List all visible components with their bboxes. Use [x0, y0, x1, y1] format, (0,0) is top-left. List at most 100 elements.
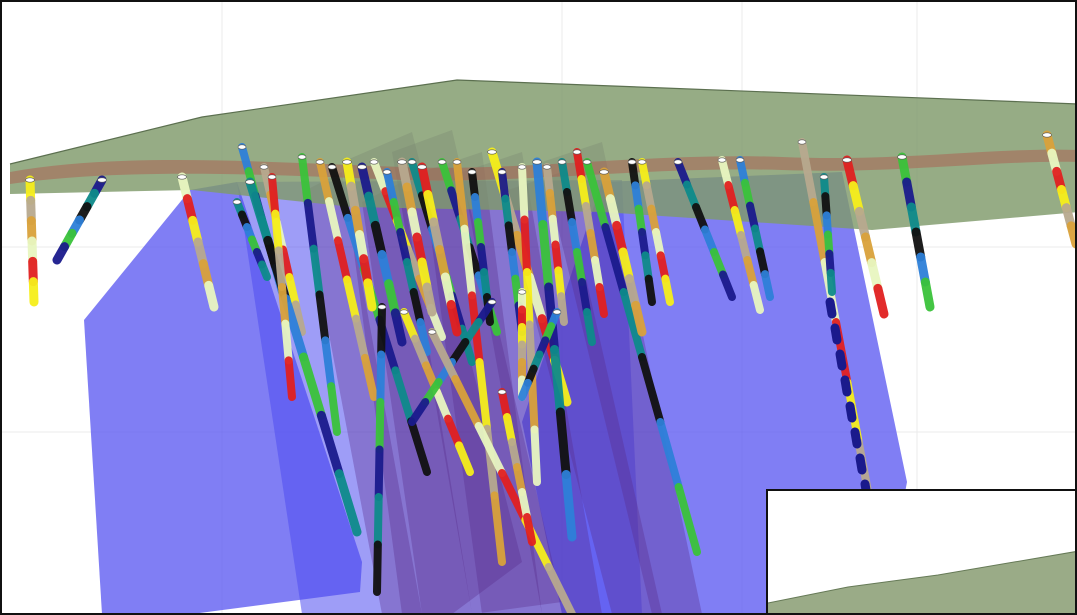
- drillhole-segment[interactable]: [855, 453, 867, 475]
- drillhole-segment[interactable]: [409, 288, 425, 326]
- drillhole-segment[interactable]: [749, 281, 764, 314]
- drillhole-segment[interactable]: [404, 245, 424, 283]
- drillhole-segment[interactable]: [352, 314, 369, 362]
- drillhole-collar[interactable]: [177, 174, 187, 180]
- drillhole-segment[interactable]: [429, 217, 444, 254]
- drillhole-segment[interactable]: [674, 483, 701, 556]
- drillhole-segment[interactable]: [554, 266, 566, 301]
- drillhole-segment[interactable]: [408, 398, 430, 426]
- drillhole-segment[interactable]: [204, 280, 219, 312]
- drillhole-collar[interactable]: [369, 159, 379, 165]
- drillhole-segment[interactable]: [498, 168, 510, 203]
- drillhole-segment[interactable]: [438, 158, 456, 195]
- drillhole-collar[interactable]: [552, 309, 562, 315]
- drillhole-collar[interactable]: [407, 159, 417, 165]
- drillhole-segment[interactable]: [826, 268, 836, 296]
- drillhole-segment[interactable]: [583, 308, 596, 346]
- drillhole-segment[interactable]: [530, 425, 541, 486]
- drillhole-collar[interactable]: [627, 159, 637, 165]
- drillhole-segment[interactable]: [601, 223, 628, 296]
- drillhole-segment[interactable]: [281, 294, 308, 362]
- drillhole-collar[interactable]: [517, 289, 527, 295]
- drillhole-segment[interactable]: [701, 225, 718, 256]
- drillhole-segment[interactable]: [578, 278, 591, 316]
- drillhole-segment[interactable]: [396, 228, 411, 266]
- drillhole-segment[interactable]: [835, 349, 847, 371]
- drillhole-segment[interactable]: [612, 220, 628, 257]
- drillhole-collar[interactable]: [377, 304, 387, 310]
- drillhole-segment[interactable]: [400, 308, 419, 343]
- drillhole-segment[interactable]: [644, 274, 656, 306]
- drillhole-segment[interactable]: [1066, 221, 1076, 249]
- drillhole-collar[interactable]: [842, 157, 852, 163]
- drillhole-segment[interactable]: [523, 513, 536, 546]
- drillhole-collar[interactable]: [497, 169, 507, 175]
- drillhole-segment[interactable]: [433, 388, 452, 423]
- drillhole-segment[interactable]: [551, 240, 563, 275]
- drillhole-segment[interactable]: [343, 275, 360, 323]
- drillhole-segment[interactable]: [238, 143, 253, 176]
- drillhole-segment[interactable]: [477, 243, 488, 276]
- drillhole-segment[interactable]: [631, 300, 647, 337]
- drillhole-segment[interactable]: [583, 158, 610, 231]
- drillhole-segment[interactable]: [595, 283, 608, 318]
- drillhole-segment[interactable]: [724, 181, 739, 214]
- drillhole-collar[interactable]: [637, 159, 647, 165]
- drillhole-segment[interactable]: [363, 278, 377, 312]
- drillhole-segment[interactable]: [428, 328, 460, 383]
- drillhole-segment[interactable]: [558, 158, 571, 196]
- drillhole-segment[interactable]: [274, 246, 286, 291]
- drillhole-segment[interactable]: [518, 163, 529, 224]
- drillhole-segment[interactable]: [271, 209, 283, 255]
- drillhole-segment[interactable]: [557, 292, 568, 326]
- drillhole-segment[interactable]: [309, 244, 324, 299]
- drillhole-segment[interactable]: [737, 231, 752, 264]
- drillhole-collar[interactable]: [357, 164, 367, 170]
- drillhole-segment[interactable]: [321, 336, 336, 391]
- drillhole-segment[interactable]: [920, 277, 935, 312]
- drillhole-segment[interactable]: [523, 268, 534, 329]
- drillhole-segment[interactable]: [416, 318, 431, 356]
- drillhole-segment[interactable]: [525, 272, 547, 324]
- drillhole-segment[interactable]: [453, 158, 469, 233]
- drillhole-segment[interactable]: [474, 298, 496, 326]
- drillhole-segment[interactable]: [743, 256, 758, 289]
- drillhole-segment[interactable]: [520, 215, 531, 276]
- drillhole-segment[interactable]: [389, 198, 405, 236]
- drillhole-segment[interactable]: [503, 413, 516, 446]
- drillhole-segment[interactable]: [550, 345, 565, 417]
- drillhole-segment[interactable]: [619, 288, 646, 361]
- drillhole-segment[interactable]: [298, 153, 312, 207]
- drillhole-segment[interactable]: [538, 220, 554, 292]
- drillhole-segment[interactable]: [508, 248, 520, 283]
- drillhole-segment[interactable]: [471, 193, 482, 226]
- drillhole-segment[interactable]: [618, 247, 634, 284]
- drillhole-collar[interactable]: [232, 199, 242, 205]
- drillhole-segment[interactable]: [543, 163, 554, 197]
- drillhole-collar[interactable]: [342, 159, 352, 165]
- drillhole-segment[interactable]: [468, 168, 479, 201]
- drillhole-segment[interactable]: [421, 378, 443, 406]
- drillhole-segment[interactable]: [586, 229, 599, 264]
- drillhole-collar[interactable]: [297, 154, 307, 160]
- drillhole-segment[interactable]: [474, 422, 506, 477]
- drillhole-segment[interactable]: [316, 410, 344, 479]
- drillhole-segment[interactable]: [555, 407, 571, 479]
- drillhole-segment[interactable]: [411, 334, 430, 370]
- drillhole-collar[interactable]: [399, 309, 409, 315]
- drillhole-segment[interactable]: [364, 191, 380, 230]
- drillhole-segment[interactable]: [325, 197, 342, 245]
- drillhole-segment[interactable]: [873, 283, 889, 319]
- drillhole-segment[interactable]: [498, 469, 530, 524]
- drillhole-segment[interactable]: [435, 245, 450, 282]
- drillhole-segment[interactable]: [719, 270, 736, 301]
- drillhole-segment[interactable]: [730, 206, 745, 239]
- drillhole-segment[interactable]: [544, 563, 576, 614]
- drillhole-segment[interactable]: [528, 373, 539, 434]
- drillhole-segment[interactable]: [258, 260, 271, 281]
- drillhole-collar[interactable]: [417, 164, 427, 170]
- drillhole-collar[interactable]: [467, 169, 477, 175]
- drillhole-collar[interactable]: [487, 149, 497, 155]
- drillhole-segment[interactable]: [830, 323, 842, 345]
- drillhole-collar[interactable]: [797, 139, 807, 145]
